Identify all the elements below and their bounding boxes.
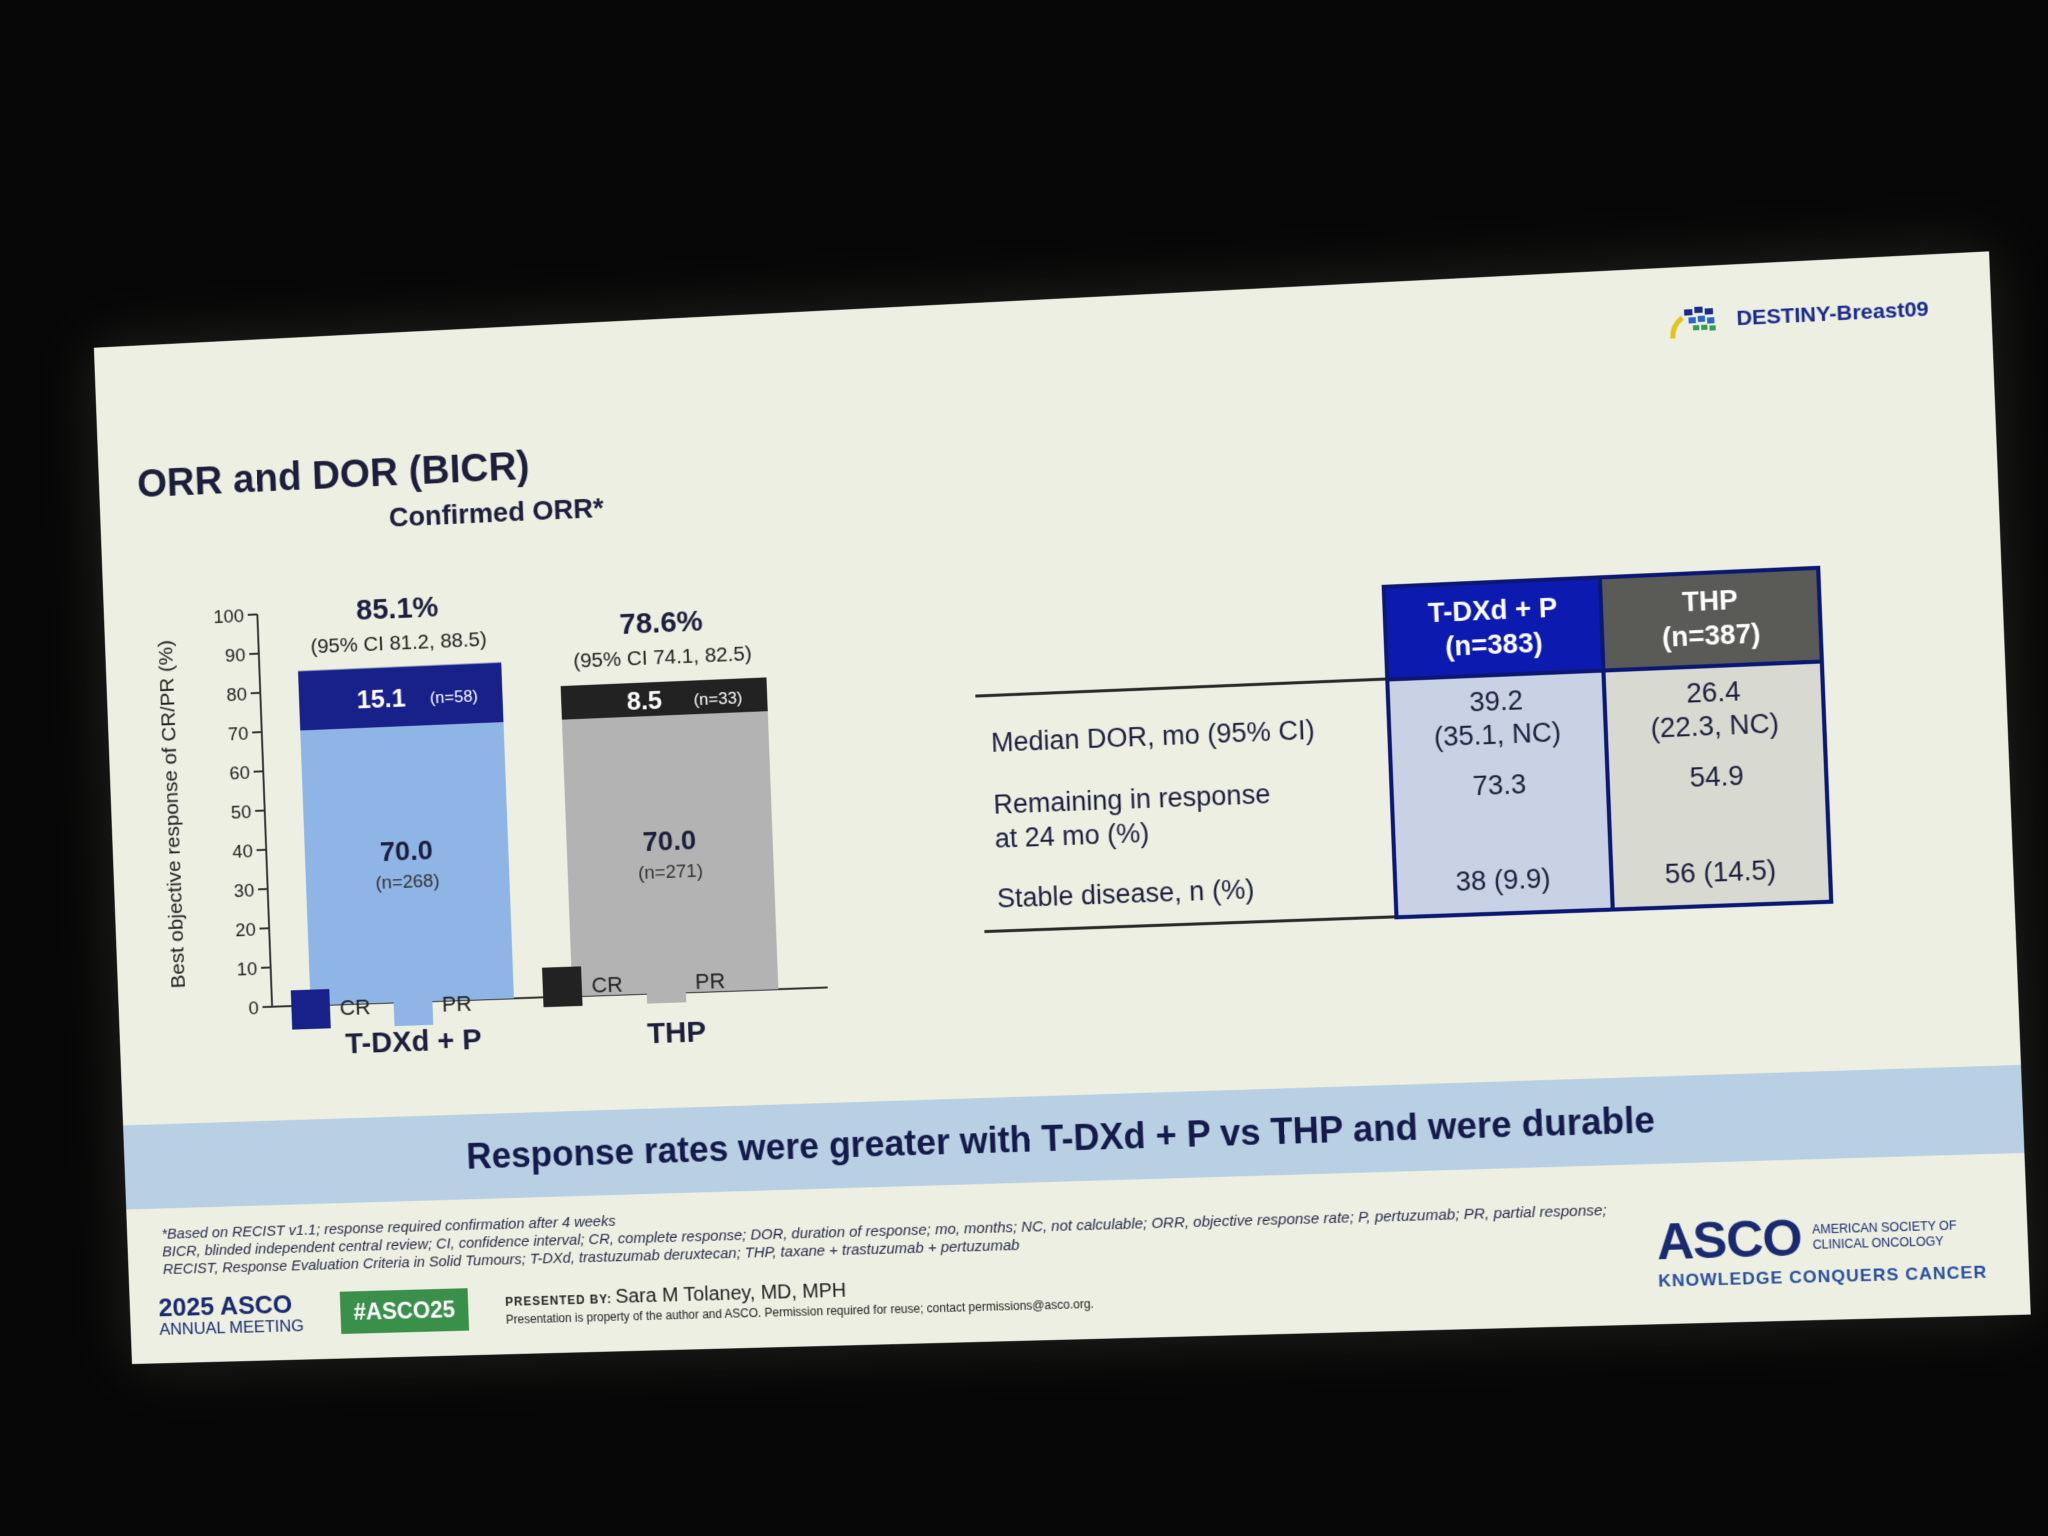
y-tick-label: 0 [248, 997, 259, 1018]
legend-swatch-tdxd-cr [291, 989, 331, 1030]
y-tick-label: 70 [228, 723, 249, 745]
table-header-tdxd: T-DXd + P (n=383) [1384, 577, 1604, 679]
bar-thp-total: 78.6% [619, 604, 704, 641]
y-tick-label: 100 [213, 605, 244, 627]
bar-tdxd-total: 85.1% [355, 590, 439, 626]
meeting-asco: ASCO [219, 1289, 292, 1320]
x-category-label-tdxd: T-DXd + P [345, 1023, 483, 1060]
dor-table: T-DXd + P (n=383) THP (n=387) Median DOR… [972, 566, 1834, 934]
bar-thp-cr-n: (n=33) [693, 688, 742, 709]
table-header-thp: THP (n=387) [1600, 568, 1822, 670]
cell-thp-median-dor: 26.4 (22.3, NC) [1603, 661, 1825, 757]
header-thp-n: (n=387) [1618, 615, 1805, 657]
cell-thp-stable-disease: 56 (14.5) [1610, 833, 1831, 909]
meeting-year: 2025 [158, 1291, 215, 1322]
bar-tdxd-pr-n: (n=268) [375, 870, 440, 893]
row-label-remaining: Remaining in response at 24 mo (%) [979, 765, 1394, 865]
bar-tdxd-ci: (95% CI 81.2, 88.5) [310, 627, 487, 658]
cell-tdxd-median-dor-ci: (35.1, NC) [1405, 715, 1590, 756]
destiny-breast09-logo: DESTINY-Breast09 [1668, 291, 1930, 341]
row-label-median-dor: Median DOR, mo (95% CI) [975, 679, 1390, 781]
logo-text: DESTINY-Breast09 [1736, 297, 1929, 331]
cell-thp-median-dor-ci: (22.3, NC) [1622, 706, 1809, 748]
hashtag-badge: #ASCO25 [339, 1288, 469, 1334]
legend-swatch-thp-pr [645, 963, 686, 1004]
y-tick-label: 50 [231, 801, 252, 823]
asco-society-name: AMERICAN SOCIETY OF CLINICAL ONCOLOGY [1812, 1218, 1958, 1253]
asco-logo: ASCO AMERICAN SOCIETY OF CLINICAL ONCOLO… [1656, 1203, 1988, 1292]
y-axis-label: Best objective response of CR/PR (%) [154, 640, 189, 989]
bar-thp-pr-n: (n=271) [638, 860, 704, 883]
legend-label-tdxd-cr: CR [339, 994, 371, 1021]
bar-thp-pr-value: 70.0 [642, 824, 697, 857]
legend-label-thp-cr: CR [591, 972, 623, 999]
x-category-label-thp: THP [647, 1015, 707, 1050]
y-tick-label: 90 [225, 644, 246, 666]
y-tick-label: 60 [229, 762, 250, 784]
footer-left: 2025 ASCO ANNUAL MEETING #ASCO25 PRESENT… [158, 1269, 1094, 1340]
y-tick-label: 80 [226, 683, 247, 705]
y-tick-label: 10 [237, 958, 258, 980]
cell-tdxd-median-dor: 39.2 (35.1, NC) [1387, 670, 1607, 765]
row-label-stable-disease: Stable disease, n (%) [982, 849, 1397, 932]
key-message-banner: Response rates were greater with T-DXd +… [123, 1065, 2024, 1210]
orr-bar-chart: Best objective response of CR/PR (%) 0 10 2… [130, 509, 851, 1089]
asco-wordmark: ASCO [1656, 1208, 1803, 1271]
bar-tdxd-pr-value: 70.0 [379, 834, 433, 867]
trial-logo-icon [1668, 301, 1727, 340]
bar-thp-ci: (95% CI 74.1, 82.5) [573, 642, 752, 673]
meeting-label: ANNUAL MEETING [159, 1316, 304, 1339]
legend-label-tdxd-pr: PR [442, 991, 473, 1018]
legend-swatch-tdxd-pr [393, 985, 433, 1026]
bar-thp-cr-value: 8.5 [626, 687, 662, 717]
legend-thp: CR PR [542, 961, 726, 1007]
slide: DESTINY-Breast09 ORR and DOR (BICR) Conf… [94, 251, 2031, 1364]
legend-tdxd: CR PR [291, 984, 473, 1030]
y-tick-label: 30 [234, 880, 255, 902]
bar-tdxd-cr-n: (n=58) [429, 686, 478, 707]
asco-annual-meeting-logo: 2025 ASCO ANNUAL MEETING [158, 1291, 304, 1340]
legend-label-thp-pr: PR [695, 968, 726, 995]
cell-thp-remaining: 54.9 [1607, 748, 1829, 841]
legend-swatch-thp-cr [542, 966, 583, 1007]
table-header-blank [972, 587, 1387, 696]
cell-tdxd-remaining: 73.3 [1391, 757, 1610, 850]
y-tick-label: 40 [232, 840, 253, 862]
presented-by-label: PRESENTED BY: [505, 1292, 612, 1309]
society-line2: CLINICAL ONCOLOGY [1812, 1234, 1944, 1252]
y-tick-label: 20 [235, 919, 256, 941]
cell-tdxd-stable-disease: 38 (9.9) [1394, 841, 1613, 917]
bar-tdxd-cr-value: 15.1 [356, 684, 406, 714]
presenter-block: PRESENTED BY: Sara M Tolaney, MD, MPH Pr… [505, 1271, 1094, 1328]
